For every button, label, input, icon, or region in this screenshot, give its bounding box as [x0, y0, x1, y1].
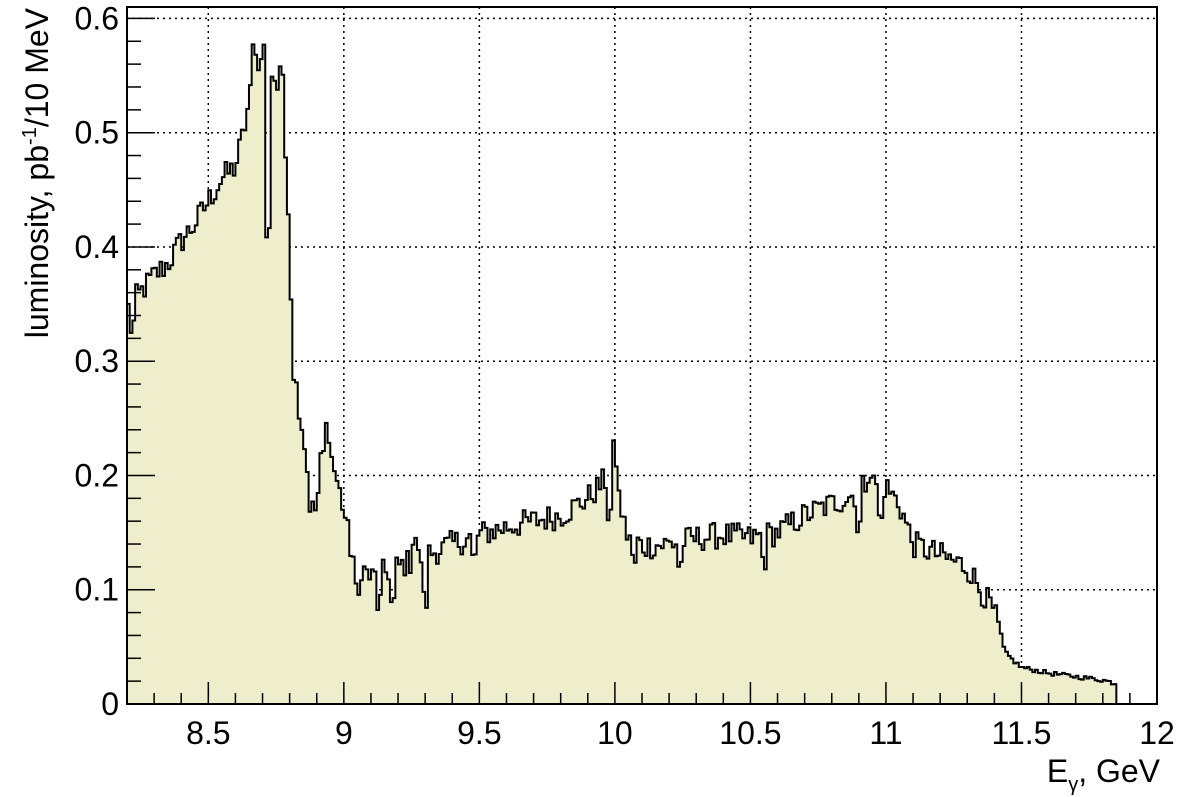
x-tick-label: 11.5 — [992, 715, 1052, 751]
y-tick-label: 0.2 — [75, 457, 119, 493]
x-tick-label: 8.5 — [186, 715, 230, 751]
x-tick-label: 12 — [1139, 715, 1175, 751]
y-tick-label: 0.1 — [75, 572, 119, 608]
y-tick-label: 0.6 — [75, 0, 119, 36]
y-tick-label: 0.3 — [75, 343, 119, 379]
x-tick-label: 9.5 — [457, 715, 501, 751]
x-tick-label: 10.5 — [719, 715, 781, 751]
x-tick-label: 10 — [597, 715, 633, 751]
x-tick-label: 11 — [869, 715, 902, 751]
y-tick-label: 0.4 — [75, 229, 119, 265]
histogram-outline — [127, 43, 1118, 704]
y-tick-label: 0 — [101, 686, 119, 722]
tick-labels: 8.5 9 9.5 10 10.5 11 11.5 12 0 0.1 0.2 0.3 0.4 0.5 0.6 — [75, 0, 1175, 751]
x-axis-title: Eγ, GeV — [1047, 753, 1161, 796]
x-tick-label: 9 — [335, 715, 353, 751]
y-axis-title: luminosity, pb-1/10 MeV — [19, 7, 55, 338]
axis-ticks — [126, 17, 1158, 705]
histogram-fill — [127, 44, 1117, 705]
y-tick-label: 0.5 — [75, 115, 119, 151]
